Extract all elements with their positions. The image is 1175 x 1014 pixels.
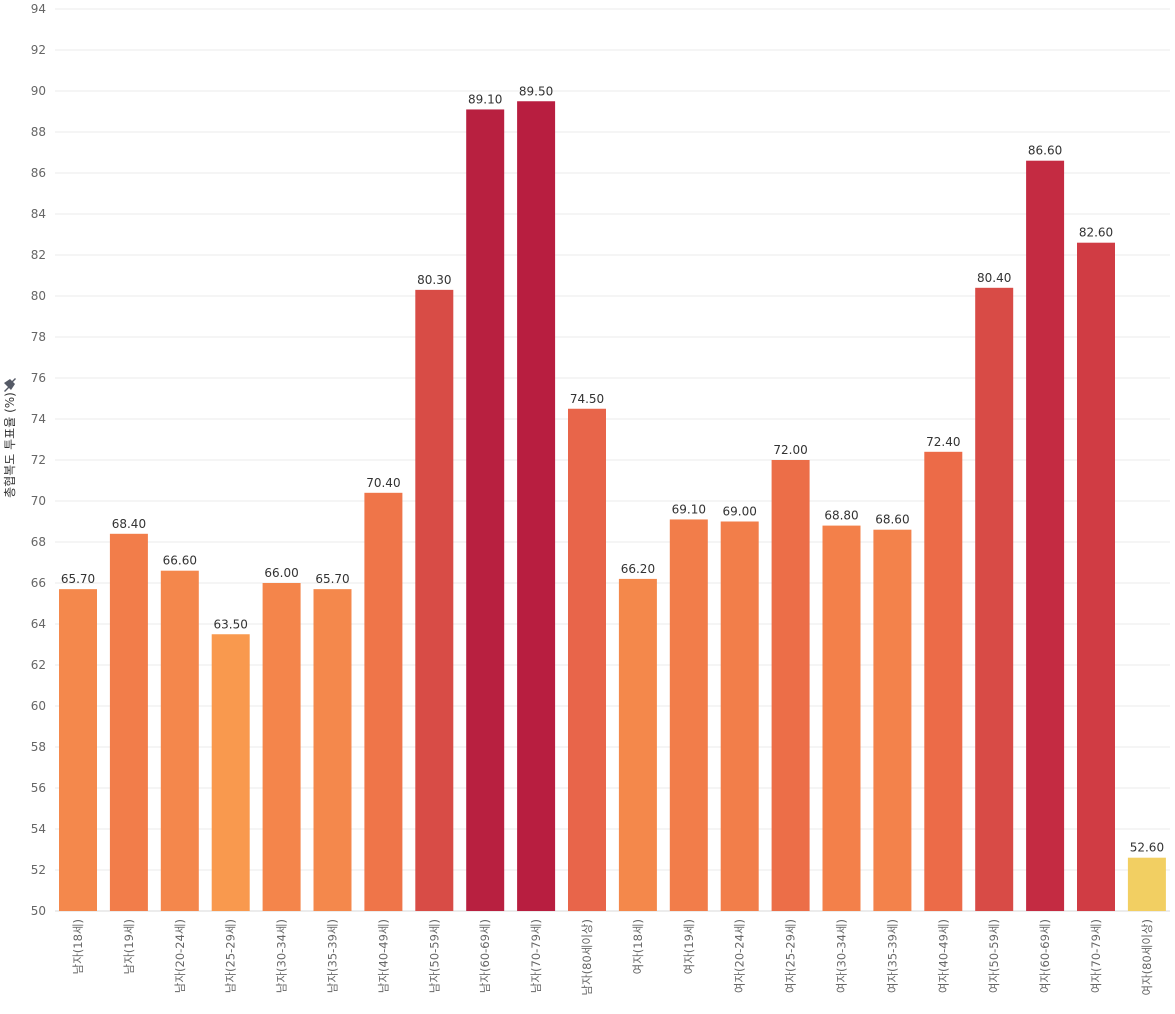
x-tick-label: 남자(25-29세) — [224, 919, 238, 993]
bar-value-label: 68.40 — [112, 517, 146, 531]
y-tick-label: 68 — [31, 535, 46, 549]
bar-value-label: 65.70 — [315, 572, 349, 586]
x-tick-label: 여자(70-79세) — [1089, 919, 1103, 993]
bar-value-label: 82.60 — [1079, 226, 1113, 240]
bar-value-label: 89.10 — [468, 92, 502, 106]
x-tick-label: 남자(60-69세) — [478, 919, 492, 993]
x-tick-label: 남자(30-34세) — [275, 919, 289, 993]
x-tick-label: 남자(70-79세) — [529, 919, 543, 993]
value-labels: 65.70 68.40 66.60 63.50 66.00 65.70 70.40 80.30… — [61, 84, 1164, 854]
x-tick-label: 여자(60-69세) — [1038, 919, 1052, 993]
bar[interactable] — [1127, 857, 1166, 911]
y-tick-label: 88 — [31, 125, 46, 139]
x-tick-label: 남자(18세) — [71, 919, 85, 974]
y-tick-label: 66 — [31, 576, 46, 590]
bar-value-label: 69.10 — [672, 502, 706, 516]
bar[interactable] — [160, 570, 199, 911]
x-axis-ticks: 남자(18세) 남자(19세) 남자(20-24세) 남자(25-29세) 남자(30-… — [71, 919, 1154, 996]
y-axis-label: 총협복도 투표율 (%) — [3, 392, 17, 498]
y-tick-label: 60 — [31, 699, 46, 713]
x-tick-label: 여자(50-59세) — [987, 919, 1001, 993]
bar-value-label: 66.00 — [264, 566, 298, 580]
x-tick-label: 여자(19세) — [682, 919, 696, 974]
bar[interactable] — [517, 101, 556, 911]
y-tick-label: 62 — [31, 658, 46, 672]
bar[interactable] — [568, 408, 606, 911]
y-tick-label: 80 — [31, 289, 46, 303]
x-tick-label: 남자(19세) — [122, 919, 136, 974]
bar[interactable] — [466, 109, 505, 911]
bar[interactable] — [364, 492, 403, 911]
x-tick-label: 여자(40-49세) — [936, 919, 950, 993]
y-tick-label: 84 — [31, 207, 46, 221]
y-tick-label: 74 — [31, 412, 46, 426]
y-tick-label: 50 — [31, 904, 46, 918]
y-tick-label: 92 — [31, 43, 46, 57]
bar-value-label: 89.50 — [519, 84, 553, 98]
bar[interactable] — [924, 451, 963, 911]
y-axis-label-group: 총협복도 투표율 (%) — [3, 378, 17, 498]
bar[interactable] — [669, 519, 708, 911]
bar-value-label: 74.50 — [570, 392, 604, 406]
bar-value-label: 80.30 — [417, 273, 451, 287]
bar-value-label: 72.40 — [926, 435, 960, 449]
bar-value-label: 68.60 — [875, 513, 909, 527]
bar-value-label: 66.20 — [621, 562, 655, 576]
bar-value-label: 52.60 — [1130, 841, 1164, 855]
y-tick-label: 56 — [31, 781, 46, 795]
y-tick-label: 86 — [31, 166, 46, 180]
bar-value-label: 65.70 — [61, 572, 95, 586]
y-tick-label: 64 — [31, 617, 46, 631]
x-tick-label: 여자(35-39세) — [885, 919, 899, 993]
pin-icon[interactable] — [4, 378, 16, 392]
bar[interactable] — [59, 589, 97, 911]
y-tick-label: 70 — [31, 494, 46, 508]
y-tick-label: 58 — [31, 740, 46, 754]
bar[interactable] — [211, 634, 250, 911]
bar[interactable] — [262, 583, 301, 911]
bar-value-label: 69.00 — [723, 505, 757, 519]
bar-value-label: 86.60 — [1028, 144, 1062, 158]
x-tick-label: 여자(18세) — [631, 919, 645, 974]
y-tick-label: 76 — [31, 371, 46, 385]
bars — [59, 101, 1166, 912]
x-tick-label: 남자(20-24세) — [173, 919, 187, 993]
y-tick-label: 72 — [31, 453, 46, 467]
bar-value-label: 66.60 — [163, 554, 197, 568]
bar-value-label: 80.40 — [977, 271, 1011, 285]
y-tick-label: 82 — [31, 248, 46, 262]
bar[interactable] — [975, 287, 1014, 911]
x-tick-label: 여자(30-34세) — [835, 919, 849, 993]
x-tick-label: 남자(40-49세) — [376, 919, 390, 993]
y-tick-label: 54 — [31, 822, 46, 836]
bar-value-label: 72.00 — [773, 443, 807, 457]
x-tick-label: 여자(20-24세) — [733, 919, 747, 993]
x-tick-label: 여자(80세이상) — [1140, 919, 1154, 996]
y-tick-label: 94 — [31, 2, 46, 16]
bar[interactable] — [313, 589, 352, 911]
y-axis-ticks: 50 52 54 56 58 60 62 64 66 68 70 72 74 76 78 80 82 84 86 88… — [31, 2, 46, 918]
bar[interactable] — [873, 529, 912, 911]
bar-value-label: 63.50 — [214, 617, 248, 631]
bar[interactable] — [1077, 242, 1115, 911]
bar[interactable] — [720, 521, 759, 912]
y-tick-label: 78 — [31, 330, 46, 344]
bar[interactable] — [618, 578, 657, 911]
bar-value-label: 68.80 — [824, 509, 858, 523]
x-tick-label: 여자(25-29세) — [784, 919, 798, 993]
x-tick-label: 남자(50-59세) — [427, 919, 441, 993]
y-tick-label: 52 — [31, 863, 46, 877]
bar[interactable] — [1026, 160, 1065, 911]
bar[interactable] — [822, 525, 861, 911]
bar[interactable] — [109, 533, 148, 911]
bar[interactable] — [415, 289, 454, 912]
x-tick-label: 남자(35-39세) — [326, 919, 340, 993]
x-tick-label: 남자(80세이상) — [580, 919, 594, 996]
y-tick-label: 90 — [31, 84, 46, 98]
bar[interactable] — [771, 460, 810, 911]
bar-value-label: 70.40 — [366, 476, 400, 490]
